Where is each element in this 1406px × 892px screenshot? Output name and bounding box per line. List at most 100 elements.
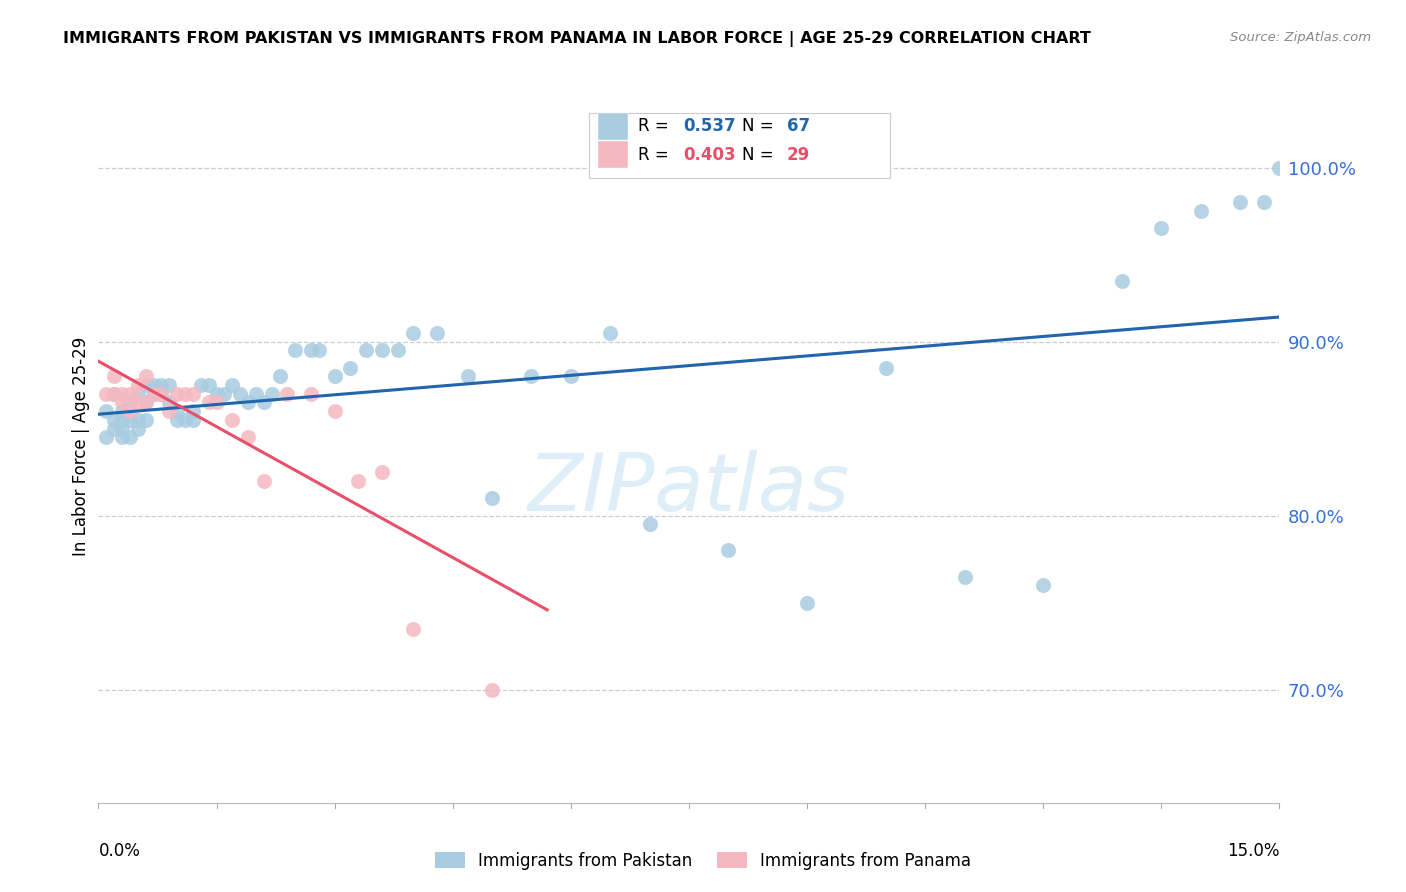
Text: 0.537: 0.537 [683, 118, 735, 136]
Text: N =: N = [742, 118, 779, 136]
Point [402, 326, 425, 340]
Point [142, 386, 165, 401]
Point [387, 343, 409, 358]
Point [135, 395, 157, 409]
Point [103, 421, 125, 435]
Point [96, 430, 118, 444]
Point [284, 343, 307, 358]
Point [190, 378, 212, 392]
Point [221, 378, 243, 392]
FancyBboxPatch shape [589, 112, 890, 178]
Point [135, 395, 157, 409]
Point [371, 343, 394, 358]
Point [166, 404, 188, 418]
Point [96, 386, 118, 401]
Point [1229, 195, 1251, 210]
Point [150, 386, 173, 401]
Point [354, 343, 377, 358]
Point [402, 622, 425, 636]
Point [127, 386, 149, 401]
Point [229, 386, 252, 401]
Y-axis label: In Labor Force | Age 25-29: In Labor Force | Age 25-29 [72, 336, 90, 556]
Point [103, 386, 125, 401]
Point [118, 386, 141, 401]
Text: 29: 29 [787, 146, 810, 164]
Point [111, 421, 134, 435]
Point [481, 682, 503, 697]
Point [174, 413, 197, 427]
Point [205, 386, 228, 401]
Point [96, 404, 118, 418]
Point [166, 413, 188, 427]
FancyBboxPatch shape [598, 112, 627, 140]
Point [457, 369, 479, 384]
Point [253, 474, 276, 488]
Point [127, 395, 149, 409]
FancyBboxPatch shape [598, 141, 627, 169]
Point [135, 378, 157, 392]
Point [299, 386, 322, 401]
Point [111, 386, 134, 401]
Point [103, 369, 125, 384]
Point [103, 386, 125, 401]
Point [308, 343, 330, 358]
Point [127, 421, 149, 435]
Point [118, 395, 141, 409]
Point [1253, 195, 1275, 210]
Text: R =: R = [638, 146, 673, 164]
Point [157, 378, 180, 392]
Point [135, 369, 157, 384]
Point [520, 369, 543, 384]
Point [135, 413, 157, 427]
Text: 0.403: 0.403 [683, 146, 735, 164]
Point [118, 404, 141, 418]
Point [1268, 161, 1291, 175]
Point [426, 326, 449, 340]
Point [276, 386, 298, 401]
Point [197, 378, 219, 392]
Point [1150, 221, 1173, 235]
Point [142, 378, 165, 392]
Point [142, 386, 165, 401]
Point [197, 395, 219, 409]
Point [103, 413, 125, 427]
Point [118, 430, 141, 444]
Point [236, 395, 259, 409]
Point [245, 386, 267, 401]
Point [150, 386, 173, 401]
Text: R =: R = [638, 118, 673, 136]
Text: 15.0%: 15.0% [1227, 842, 1279, 860]
Text: 67: 67 [787, 118, 810, 136]
Point [181, 386, 204, 401]
Point [1111, 274, 1133, 288]
Point [371, 465, 394, 479]
Point [127, 413, 149, 427]
Point [1189, 204, 1212, 219]
Text: ZIPatlas: ZIPatlas [527, 450, 851, 528]
Point [127, 378, 149, 392]
Point [260, 386, 283, 401]
Point [157, 395, 180, 409]
Point [214, 386, 236, 401]
Text: 0.0%: 0.0% [98, 842, 141, 860]
Point [111, 413, 134, 427]
Point [323, 404, 346, 418]
Text: N =: N = [742, 146, 779, 164]
Point [299, 343, 322, 358]
Point [717, 543, 740, 558]
Point [269, 369, 291, 384]
Point [875, 360, 897, 375]
Text: IMMIGRANTS FROM PAKISTAN VS IMMIGRANTS FROM PANAMA IN LABOR FORCE | AGE 25-29 CO: IMMIGRANTS FROM PAKISTAN VS IMMIGRANTS F… [63, 31, 1091, 47]
Point [181, 413, 204, 427]
Text: Source: ZipAtlas.com: Source: ZipAtlas.com [1230, 31, 1371, 45]
Point [166, 386, 188, 401]
Point [236, 430, 259, 444]
Point [323, 369, 346, 384]
Legend: Immigrants from Pakistan, Immigrants from Panama: Immigrants from Pakistan, Immigrants fro… [427, 846, 979, 877]
Point [1032, 578, 1054, 592]
Point [953, 569, 976, 583]
Point [347, 474, 370, 488]
Point [111, 395, 134, 409]
Point [150, 378, 173, 392]
Point [174, 386, 197, 401]
